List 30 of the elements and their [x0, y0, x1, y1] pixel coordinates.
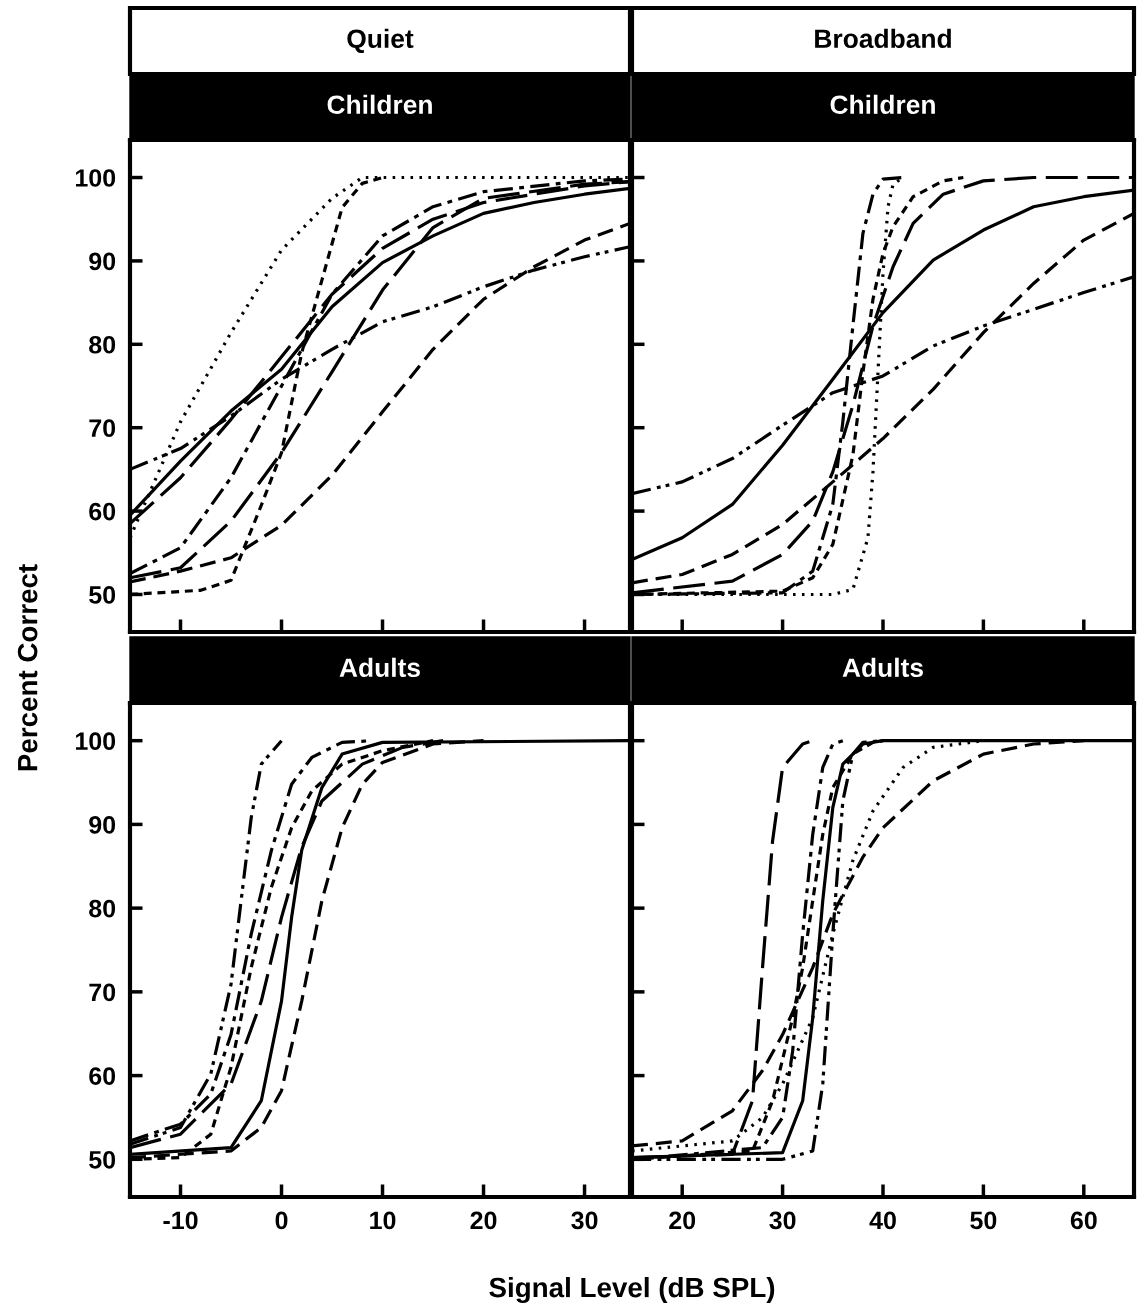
x-tick-label: 10: [370, 1211, 396, 1230]
x-tick-label: 30: [769, 1211, 796, 1230]
y-tick-label: 80: [89, 899, 116, 918]
y-tick-label: 70: [89, 419, 116, 437]
y-tick-label: 70: [89, 983, 116, 1002]
x-tick-label: 30: [571, 1211, 598, 1230]
x-tick-label: 40: [869, 1211, 896, 1230]
x-tick-label: -10: [163, 1211, 198, 1230]
y-tick-label: 100: [75, 169, 116, 187]
chart-title: Children: [830, 94, 935, 115]
y-tick-label: 90: [89, 816, 116, 834]
y-tick-label: 100: [75, 732, 116, 750]
y-axis-title: Percent Correct: [17, 564, 38, 771]
x-tick-label: 50: [970, 1211, 997, 1230]
x-axis-title: Signal Level (dB SPL): [489, 1276, 775, 1304]
y-tick-label: 80: [89, 335, 116, 354]
x-tick-label: 60: [1070, 1211, 1097, 1230]
x-tick-label: 20: [470, 1211, 497, 1230]
chart-subtitle: Broadband: [815, 28, 951, 49]
x-tick-label: 0: [275, 1211, 288, 1230]
y-tick-label: 60: [89, 1067, 116, 1085]
y-tick-label: 50: [89, 1150, 116, 1169]
chart-title: Children: [327, 94, 432, 115]
chart-title: Adults: [842, 657, 923, 678]
y-tick-label: 60: [89, 502, 116, 521]
chart-title: Adults: [339, 657, 420, 678]
y-tick-label: 90: [89, 252, 116, 271]
y-tick-label: 50: [89, 586, 116, 604]
chart-subtitle: Quiet: [347, 28, 414, 54]
x-tick-label: 20: [669, 1211, 696, 1230]
